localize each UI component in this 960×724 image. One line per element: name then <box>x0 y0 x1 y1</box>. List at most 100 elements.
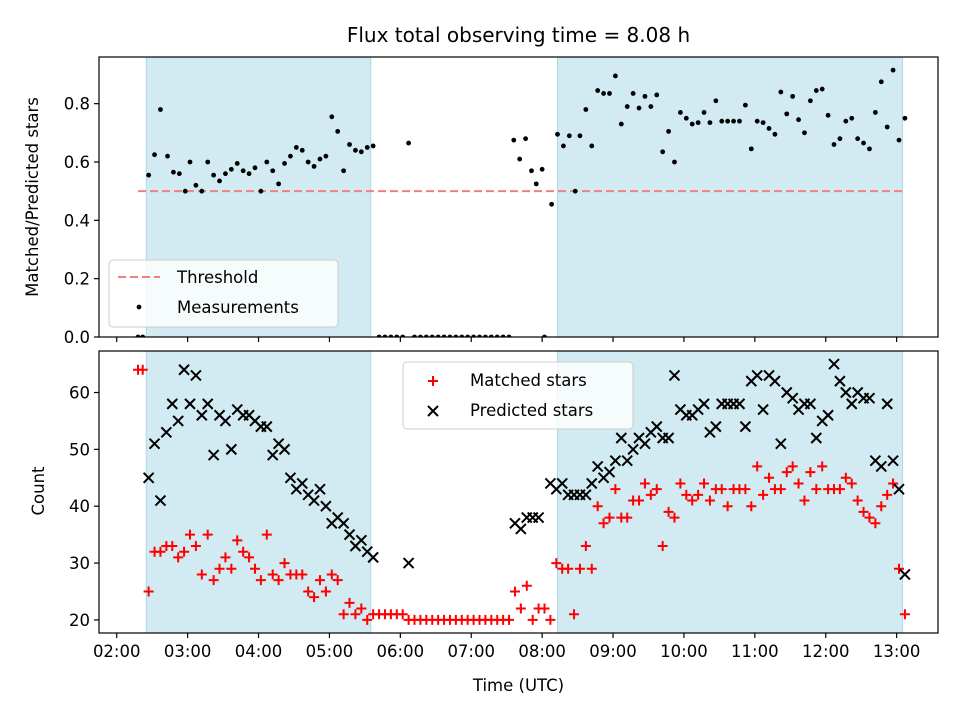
data-point <box>662 432 675 444</box>
data-point <box>521 580 532 591</box>
data-point <box>165 153 170 159</box>
data-point <box>226 563 237 574</box>
data-point <box>311 163 317 169</box>
series-predicted-stars <box>142 358 911 581</box>
data-point <box>190 369 202 382</box>
legend-box <box>402 361 634 430</box>
data-point <box>669 512 680 523</box>
data-point <box>639 437 651 450</box>
x-tick-label: 04:00 <box>235 642 283 661</box>
data-point <box>279 558 290 569</box>
data-point <box>370 143 376 149</box>
data-point <box>309 592 320 603</box>
data-point <box>793 478 804 489</box>
data-point <box>627 443 639 456</box>
data-point <box>764 472 775 483</box>
plot-area <box>135 67 908 337</box>
data-point <box>154 494 167 507</box>
data-point <box>846 478 857 489</box>
data-point <box>687 495 698 506</box>
data-point <box>355 534 368 547</box>
data-point <box>142 472 155 484</box>
x-tick-label: 05:00 <box>306 642 354 661</box>
data-point <box>577 133 583 139</box>
data-point <box>601 91 606 96</box>
data-point <box>539 603 550 614</box>
data-point <box>867 146 872 152</box>
y-tick-label: 0.6 <box>64 153 90 172</box>
data-point <box>580 489 592 501</box>
data-point <box>196 569 207 580</box>
data-point <box>258 188 264 194</box>
data-point <box>621 455 633 467</box>
data-point <box>566 133 572 139</box>
data-point <box>876 501 887 512</box>
data-point <box>875 460 887 473</box>
data-point <box>358 149 364 155</box>
data-point <box>612 73 618 79</box>
data-point <box>207 449 220 461</box>
data-point <box>176 171 182 177</box>
shaded-interval-2 <box>556 56 904 338</box>
legend-box <box>108 259 339 328</box>
data-point <box>276 181 282 187</box>
data-point <box>831 142 837 147</box>
data-point <box>642 93 648 99</box>
data-point <box>598 518 609 529</box>
y-tick-label: 20 <box>69 611 90 630</box>
data-point <box>725 118 731 124</box>
data-point <box>624 104 630 109</box>
data-point <box>308 494 320 507</box>
data-point <box>592 501 603 512</box>
x-tick-label: 11:00 <box>731 642 779 661</box>
data-point <box>555 131 560 137</box>
y-tick-label: 0.0 <box>64 328 90 347</box>
data-point <box>586 477 598 490</box>
data-point <box>563 563 574 574</box>
data-point <box>716 484 727 495</box>
data-point <box>320 586 331 597</box>
data-point <box>675 478 686 489</box>
data-point <box>693 489 704 500</box>
data-point <box>549 201 554 207</box>
data-point <box>863 392 876 404</box>
data-point <box>754 118 760 124</box>
data-point <box>834 375 846 387</box>
data-point <box>261 529 272 540</box>
data-point <box>887 455 899 467</box>
x-tick-label: 02:00 <box>93 642 141 661</box>
data-point <box>199 188 205 194</box>
data-point <box>651 420 663 433</box>
plot-area <box>132 358 911 625</box>
x-tick-label: 13:00 <box>873 642 921 661</box>
data-point <box>539 166 545 172</box>
series-measurements <box>135 67 908 337</box>
data-point <box>846 398 858 410</box>
data-point <box>208 575 219 586</box>
data-point <box>326 569 337 580</box>
data-point <box>270 168 276 174</box>
data-point <box>704 495 715 506</box>
legend-matched-swatch <box>428 376 438 386</box>
data-point <box>179 546 190 557</box>
data-point <box>648 104 654 109</box>
data-point <box>604 512 615 523</box>
data-point <box>255 575 266 586</box>
data-point <box>884 124 890 130</box>
data-point <box>264 159 270 165</box>
x-tick-label: 07:00 <box>447 642 495 661</box>
data-point <box>167 541 178 552</box>
data-point <box>630 91 636 96</box>
data-point <box>825 112 831 118</box>
data-point <box>822 409 834 421</box>
data-point <box>232 535 243 546</box>
y-tick-label: 0.8 <box>64 95 90 114</box>
data-point <box>249 563 260 574</box>
data-point <box>406 140 412 146</box>
data-point <box>589 143 595 149</box>
data-point <box>681 489 692 500</box>
data-point <box>569 609 580 620</box>
data-point <box>246 171 252 177</box>
data-point <box>240 168 246 174</box>
data-point <box>713 98 719 104</box>
